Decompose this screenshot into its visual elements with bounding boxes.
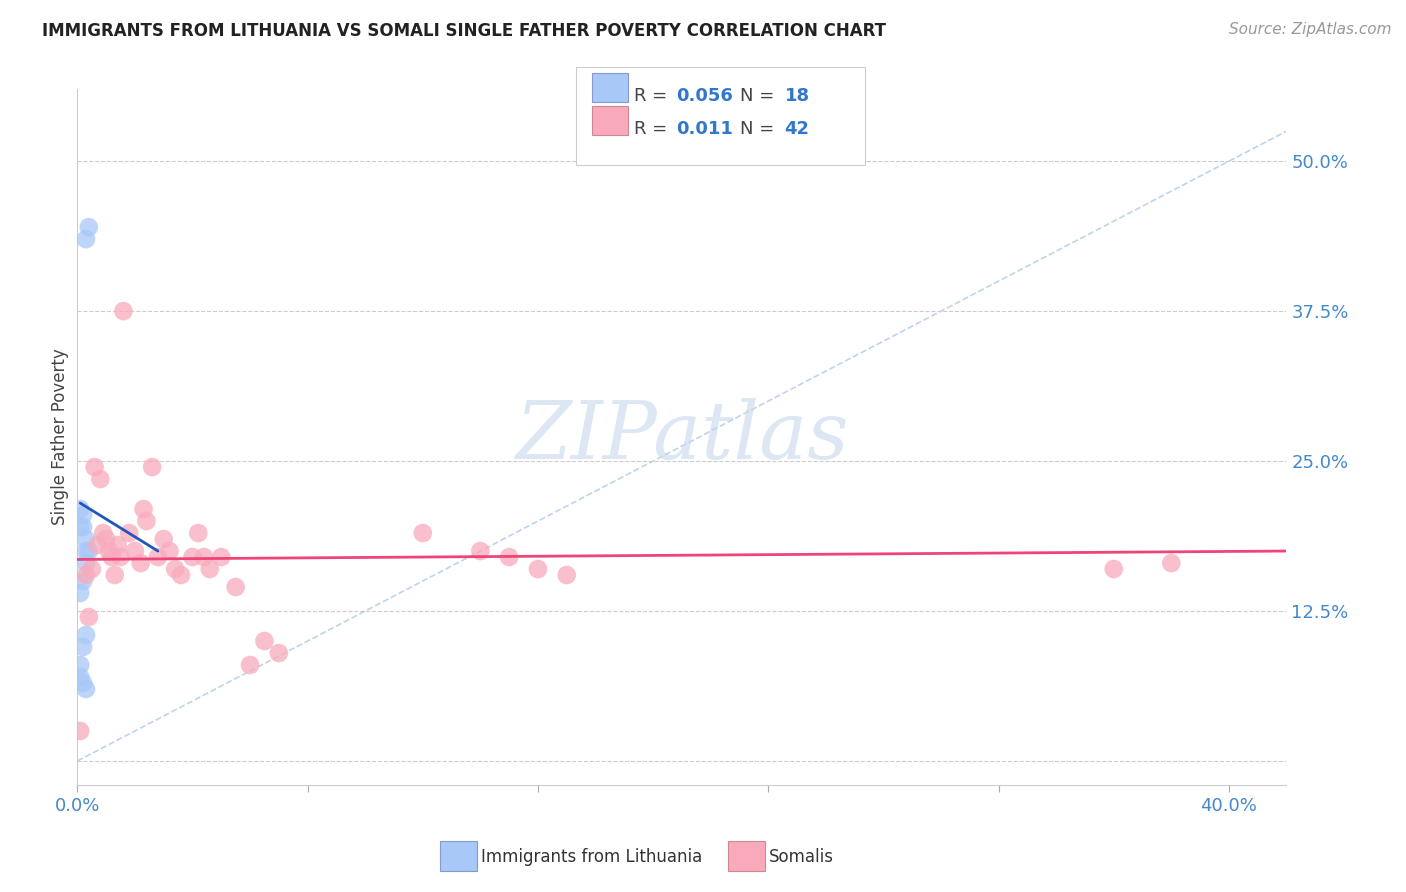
Point: [75, 532, 97, 546]
Point: [239, 658, 262, 673]
Point: [132, 502, 155, 516]
Point: [104, 568, 127, 582]
Text: R =: R =: [634, 87, 673, 105]
Point: [193, 549, 215, 564]
Point: [152, 532, 174, 546]
Text: 0.056: 0.056: [676, 87, 733, 105]
Point: [181, 549, 204, 564]
Y-axis label: Single Father Poverty: Single Father Poverty: [51, 349, 69, 525]
Text: N =: N =: [740, 120, 779, 138]
Point: [267, 646, 290, 660]
Point: [80, 562, 103, 576]
Point: [110, 549, 132, 564]
Text: Source: ZipAtlas.com: Source: ZipAtlas.com: [1229, 22, 1392, 37]
Point: [94, 532, 117, 546]
Point: [69, 586, 91, 600]
Point: [135, 514, 157, 528]
Point: [75, 544, 97, 558]
Point: [170, 568, 193, 582]
Point: [86, 538, 108, 552]
Point: [69, 670, 91, 684]
Point: [141, 460, 163, 475]
Point: [98, 544, 121, 558]
Point: [69, 520, 91, 534]
Point: [83, 460, 105, 475]
Point: [69, 658, 91, 673]
Point: [412, 526, 434, 541]
Point: [72, 574, 94, 588]
Point: [159, 544, 181, 558]
Point: [75, 628, 97, 642]
Point: [198, 562, 221, 576]
Point: [129, 556, 152, 570]
Point: [77, 220, 100, 235]
Point: [527, 562, 550, 576]
Point: [165, 562, 187, 576]
Text: R =: R =: [634, 120, 673, 138]
Point: [77, 610, 100, 624]
Point: [209, 549, 232, 564]
Point: [112, 304, 135, 318]
Point: [75, 232, 97, 246]
Point: [75, 556, 97, 570]
Point: [77, 544, 100, 558]
Point: [101, 549, 124, 564]
Point: [72, 676, 94, 690]
Point: [72, 520, 94, 534]
Point: [118, 526, 141, 541]
Point: [72, 640, 94, 654]
Text: 18: 18: [785, 87, 810, 105]
Point: [146, 549, 169, 564]
Text: 42: 42: [785, 120, 810, 138]
Point: [225, 580, 247, 594]
Text: 0.011: 0.011: [676, 120, 733, 138]
Point: [1160, 556, 1182, 570]
Point: [498, 549, 520, 564]
Point: [1102, 562, 1125, 576]
Text: Somalis: Somalis: [769, 848, 834, 866]
Point: [555, 568, 578, 582]
Point: [470, 544, 492, 558]
Point: [91, 526, 114, 541]
Point: [253, 634, 276, 648]
Point: [75, 681, 97, 696]
Point: [124, 544, 146, 558]
Point: [89, 472, 111, 486]
Point: [72, 508, 94, 522]
Point: [69, 502, 91, 516]
Point: [69, 723, 91, 738]
Point: [75, 568, 97, 582]
Text: Immigrants from Lithuania: Immigrants from Lithuania: [481, 848, 702, 866]
Text: N =: N =: [740, 87, 779, 105]
Text: IMMIGRANTS FROM LITHUANIA VS SOMALI SINGLE FATHER POVERTY CORRELATION CHART: IMMIGRANTS FROM LITHUANIA VS SOMALI SING…: [42, 22, 886, 40]
Text: ZIPatlas: ZIPatlas: [515, 399, 849, 475]
Point: [187, 526, 209, 541]
Point: [107, 538, 129, 552]
